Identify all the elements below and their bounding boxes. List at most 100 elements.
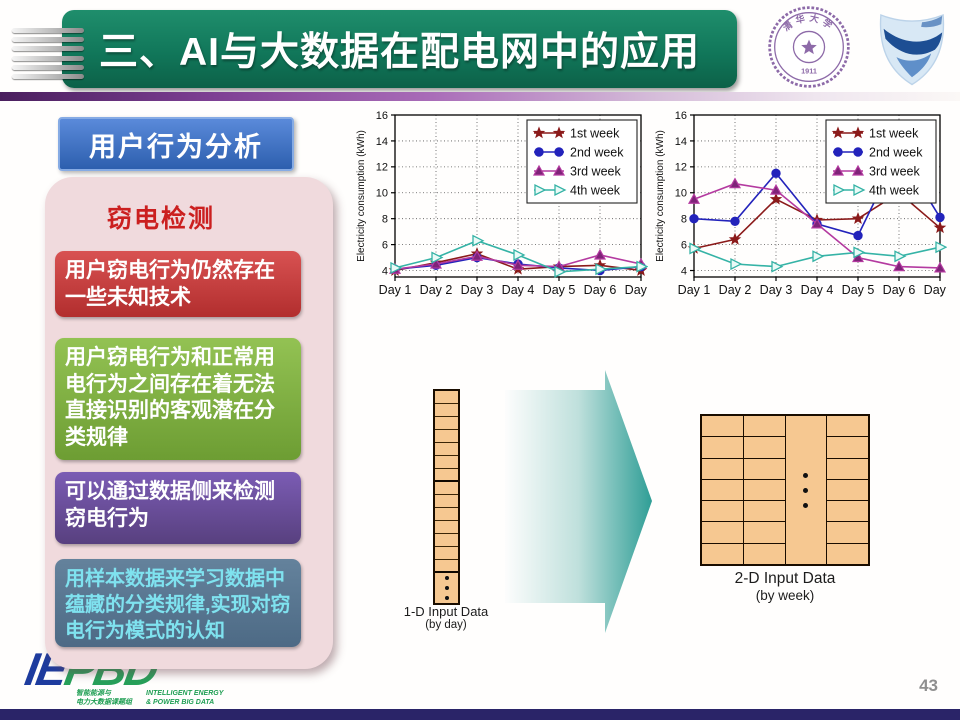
svg-text:Day 7: Day 7 <box>625 283 648 297</box>
svg-text:2nd week: 2nd week <box>570 145 624 159</box>
strip-cell <box>435 495 458 508</box>
page-number: 43 <box>919 676 938 695</box>
ellipsis-dots <box>435 573 458 603</box>
svg-text:Day 4: Day 4 <box>502 283 535 297</box>
svg-text:Day 2: Day 2 <box>420 283 453 297</box>
svg-text:Electricity consumption (kWh): Electricity consumption (kWh) <box>356 130 367 262</box>
svg-text:16: 16 <box>675 110 687 122</box>
svg-text:16: 16 <box>376 110 388 122</box>
theft-detection-panel: 窃电检测 用户窃电行为仍然存在一些未知技术 用户窃电行为和正常用电行为之间存在着… <box>45 177 333 669</box>
strip-cell <box>435 417 458 430</box>
grid-cell <box>702 480 743 502</box>
strip-cell <box>435 482 458 495</box>
strip-cell <box>435 560 458 573</box>
grid-cell <box>827 544 868 564</box>
grid-cell <box>827 437 868 459</box>
svg-text:8: 8 <box>681 214 687 226</box>
grid-cell <box>743 522 785 544</box>
section-label-text: 用户行为分析 <box>89 131 263 162</box>
point-box-data-side-detect: 可以通过数据侧来检测窃电行为 <box>55 472 301 544</box>
grid-cell <box>743 459 785 480</box>
strip-cell <box>435 508 458 521</box>
strip-cell <box>435 547 458 560</box>
title-banner: 三、AI与大数据在配电网中的应用 <box>62 10 737 88</box>
footer-bar <box>0 709 960 720</box>
grid-week-column <box>827 416 868 564</box>
svg-text:Day 5: Day 5 <box>842 283 875 297</box>
svg-text:Day 7: Day 7 <box>924 283 947 297</box>
purple-divider <box>0 92 960 101</box>
line-chart-normal-user: 4 6 8 10 12 14 16 Day 1 Day 2 Day 3 Day 4 Day 5 Day … <box>356 110 648 297</box>
one-d-input-strip <box>433 389 460 605</box>
grid-cell <box>827 501 868 523</box>
binder-clip-icon <box>12 28 84 55</box>
svg-text:Day 3: Day 3 <box>760 283 793 297</box>
strip-cell <box>435 404 458 417</box>
page-title: 三、AI与大数据在配电网中的应用 <box>98 31 700 74</box>
grid-ellipsis-column <box>786 416 828 564</box>
svg-text:Day 1: Day 1 <box>379 283 412 297</box>
strip-cell <box>435 534 458 547</box>
svg-text:8: 8 <box>382 214 388 226</box>
svg-text:12: 12 <box>675 162 687 174</box>
strip-cell <box>435 443 458 456</box>
strip-cell <box>435 391 458 404</box>
grid-cell <box>827 416 868 438</box>
grid-cell <box>743 501 785 523</box>
grid-cell <box>743 480 785 502</box>
grid-week-column <box>702 416 744 564</box>
grid-cell <box>702 437 743 459</box>
shield-logo-icon <box>879 14 945 86</box>
strip-cell <box>435 430 458 443</box>
svg-text:14: 14 <box>675 136 687 148</box>
grid-cell <box>743 416 785 438</box>
section-label-user-behavior: 用户行为分析 <box>58 117 294 171</box>
svg-text:Day 5: Day 5 <box>543 283 576 297</box>
svg-text:Day 1: Day 1 <box>678 283 711 297</box>
grid-cell <box>827 459 868 480</box>
svg-text:10: 10 <box>675 188 687 200</box>
svg-text:Electricity consumption (kWh): Electricity consumption (kWh) <box>655 130 666 262</box>
seal-year: 1911 <box>801 67 817 76</box>
two-d-input-grid <box>700 414 870 566</box>
svg-text:1st week: 1st week <box>869 126 919 140</box>
strip-cell <box>435 456 458 469</box>
svg-text:4: 4 <box>681 265 687 277</box>
seal-star-icon <box>801 39 817 55</box>
two-d-label: 2-D Input Data (by week) <box>734 570 836 603</box>
tsinghua-university-seal-icon: 清华大学 1911 <box>768 6 850 88</box>
svg-text:10: 10 <box>376 188 388 200</box>
panel-title: 窃电检测 <box>107 205 216 233</box>
svg-text:14: 14 <box>376 136 388 148</box>
svg-text:2nd week: 2nd week <box>869 145 923 159</box>
grid-cell <box>827 480 868 502</box>
svg-text:Day 6: Day 6 <box>883 283 916 297</box>
svg-text:4th week: 4th week <box>869 183 920 197</box>
point-box-latent-patterns: 用户窃电行为和正常用电行为之间存在着无法直接识别的客观潜在分类规律 <box>55 338 301 460</box>
svg-text:Day 2: Day 2 <box>719 283 752 297</box>
line-chart-abnormal-user: 4 6 8 10 12 14 16 Day 1 Day 2 Day 3 Day 4 Day 5 Day … <box>655 110 947 297</box>
strip-cell <box>435 521 458 534</box>
grid-cell <box>702 501 743 523</box>
grid-cell <box>702 416 743 438</box>
strip-cell <box>435 469 458 482</box>
binder-clip-icon <box>12 56 84 83</box>
iepbd-logo-subtext: 智能能源与 电力大数据课题组 INTELLIGENT ENERGY & POWE… <box>76 690 224 707</box>
grid-cell <box>702 544 743 564</box>
svg-text:Day 3: Day 3 <box>461 283 494 297</box>
svg-text:3rd week: 3rd week <box>570 164 621 178</box>
svg-text:3rd week: 3rd week <box>869 164 920 178</box>
svg-text:Day 4: Day 4 <box>801 283 834 297</box>
point-box-sample-learning: 用样本数据来学习数据中蕴藏的分类规律,实现对窃电行为模式的认知 <box>55 559 301 647</box>
one-d-label: 1-D Input Data (by day) <box>403 604 489 631</box>
svg-text:1st week: 1st week <box>570 126 620 140</box>
grid-cell <box>827 522 868 544</box>
svg-text:6: 6 <box>681 239 687 251</box>
svg-text:6: 6 <box>382 239 388 251</box>
svg-text:4: 4 <box>382 265 388 277</box>
transform-arrow-icon <box>505 370 652 633</box>
svg-text:4th week: 4th week <box>570 183 621 197</box>
grid-cell <box>744 544 785 564</box>
svg-text:Day 6: Day 6 <box>584 283 617 297</box>
